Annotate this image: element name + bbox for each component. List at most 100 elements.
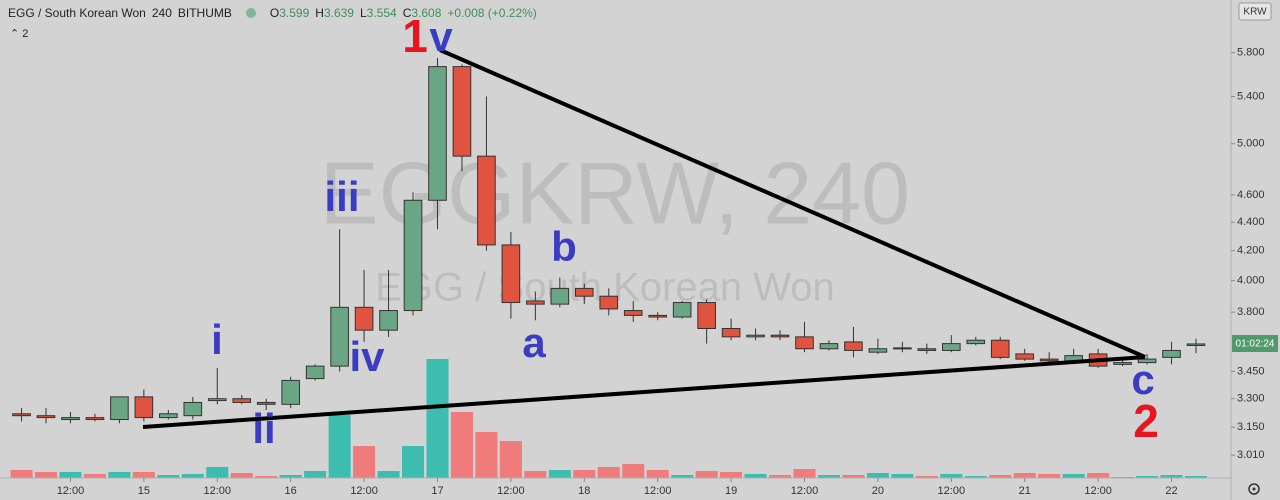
volume-bar — [915, 476, 938, 478]
ohlc-label: L — [359, 6, 367, 20]
candle-body — [917, 348, 937, 351]
volume-bar — [181, 474, 204, 478]
wave-label: ii — [252, 405, 275, 452]
volume-bar — [573, 470, 596, 478]
interval: 240 — [151, 6, 172, 20]
candle-body — [574, 287, 594, 297]
volume-bar — [157, 475, 180, 478]
volume-bar — [622, 464, 645, 478]
volume-bar — [450, 412, 473, 478]
volume-bar — [524, 471, 547, 478]
candle-body — [599, 295, 619, 310]
volume-bar — [353, 446, 376, 478]
candle-body — [305, 365, 325, 380]
candle-body — [819, 343, 839, 350]
candle-body — [990, 339, 1010, 358]
candle-body — [354, 306, 374, 331]
wave-label: 2 — [1133, 395, 1159, 447]
volume-bar — [426, 359, 449, 478]
symbol: EGG / South Korean Won — [8, 6, 146, 20]
status-dot — [245, 8, 256, 18]
ohlc-item: O3.599 — [270, 6, 309, 20]
volume-bar — [304, 471, 327, 478]
x-tick-label: 12:00 — [497, 485, 525, 497]
candle-body — [697, 302, 716, 330]
y-tick-label: 5.400 — [1237, 90, 1265, 102]
candle-body — [648, 314, 668, 318]
y-tick-label: 3.300 — [1237, 393, 1265, 405]
volume-bar — [1062, 474, 1085, 478]
candle-body — [110, 396, 129, 421]
ohlc-item: H3.639 — [315, 6, 354, 20]
x-tick-label: 12:00 — [938, 485, 966, 497]
ohlc-value: 3.639 — [323, 6, 354, 20]
volume-bar — [499, 441, 522, 478]
candle-body — [672, 302, 692, 318]
y-tick-label: 3.800 — [1237, 306, 1265, 318]
candle-body — [452, 66, 472, 157]
candle-body — [893, 347, 912, 350]
ohlc-label: C — [402, 6, 412, 20]
candle-body — [721, 328, 741, 338]
candle-body — [966, 339, 986, 345]
ohlc-item: C3.608 — [403, 6, 442, 20]
volume-bar — [1038, 474, 1061, 478]
y-tick-label: 4.000 — [1237, 275, 1265, 287]
candle-body — [281, 379, 300, 405]
candle-body — [942, 343, 961, 351]
currency-button[interactable] — [1238, 2, 1272, 21]
x-tick-label: 12:00 — [57, 485, 85, 497]
x-tick-label: 16 — [285, 485, 297, 497]
legend-header: EGG / South Korean Won 240 BITHUMB O3.59… — [8, 6, 537, 20]
candle-body — [183, 401, 203, 417]
plot-area — [10, 57, 1208, 478]
settings-icon[interactable] — [1248, 483, 1260, 495]
candle-body — [159, 413, 178, 419]
candle-body — [256, 401, 276, 405]
wave-label: v — [429, 13, 453, 60]
trend-line — [439, 48, 1146, 359]
volume-bar — [132, 472, 155, 478]
candle-body — [428, 66, 447, 201]
currency-label: KRW — [1243, 7, 1267, 18]
wave-label: iv — [349, 333, 385, 380]
volume-bar — [377, 471, 400, 478]
volume-bar — [866, 473, 889, 478]
ohlc-value: 3.554 — [366, 6, 397, 20]
wave-label: iii — [324, 173, 359, 220]
y-tick-label: 4.600 — [1237, 189, 1265, 201]
volume-bar — [671, 475, 694, 478]
volume-bar — [230, 473, 253, 478]
ohlc-value: 3.608 — [411, 6, 442, 20]
candle-body — [770, 334, 790, 338]
x-tick-label: 19 — [725, 485, 737, 497]
y-tick-label: 4.400 — [1237, 216, 1265, 228]
y-tick-label: 3.150 — [1237, 421, 1265, 433]
indicator-toggle[interactable]: ⌃ 2 — [10, 28, 29, 40]
volume-bar — [940, 474, 963, 478]
volume-bar — [206, 467, 229, 478]
volume-bar — [34, 472, 58, 478]
volume-bar — [720, 472, 743, 478]
x-tick-label: 17 — [431, 485, 443, 497]
volume-bar — [989, 475, 1012, 478]
candle-body — [232, 398, 252, 403]
volume-bar — [817, 475, 840, 478]
volume-bar — [1136, 476, 1159, 478]
wave-label: a — [522, 319, 546, 366]
volume-bar — [59, 472, 82, 478]
volume-bar — [548, 470, 571, 478]
x-tick-label: 20 — [872, 485, 884, 497]
volume-bar — [793, 469, 816, 478]
countdown: 01:02:24 — [1236, 339, 1275, 350]
volume-bar — [1013, 473, 1036, 478]
x-tick-label: 18 — [578, 485, 590, 497]
candle-body — [795, 336, 814, 350]
x-tick-label: 12:00 — [350, 485, 378, 497]
y-tick-label: 3.450 — [1237, 365, 1265, 377]
countdown-box — [1232, 335, 1278, 352]
candle-body — [501, 244, 521, 304]
candle-body — [623, 310, 643, 316]
candle-body — [1015, 353, 1035, 360]
